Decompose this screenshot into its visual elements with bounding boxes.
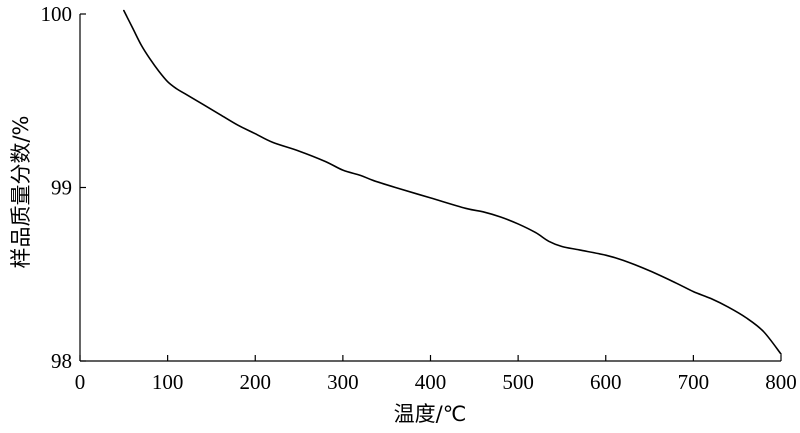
x-tick-label: 800 [765,370,797,394]
series-line [123,9,782,355]
x-tick-label: 600 [590,370,622,394]
x-tick-label: 0 [75,370,86,394]
plot-area [123,9,782,355]
ticks: 0 100 200 300 400 500 600 700 800 98 99 100 [41,2,797,394]
y-tick-label: 100 [41,2,73,26]
y-tick-label: 99 [51,176,72,200]
y-axis-title: 样品质量分数/% [9,115,33,268]
x-tick-label: 700 [678,370,710,394]
x-tick-label: 500 [502,370,534,394]
axes [79,14,781,362]
x-tick-label: 300 [327,370,359,394]
y-tick-label: 98 [51,349,72,373]
x-tick-label: 400 [415,370,447,394]
x-tick-label: 100 [152,370,184,394]
x-axis-title: 温度/℃ [394,402,467,426]
x-tick-label: 200 [240,370,272,394]
